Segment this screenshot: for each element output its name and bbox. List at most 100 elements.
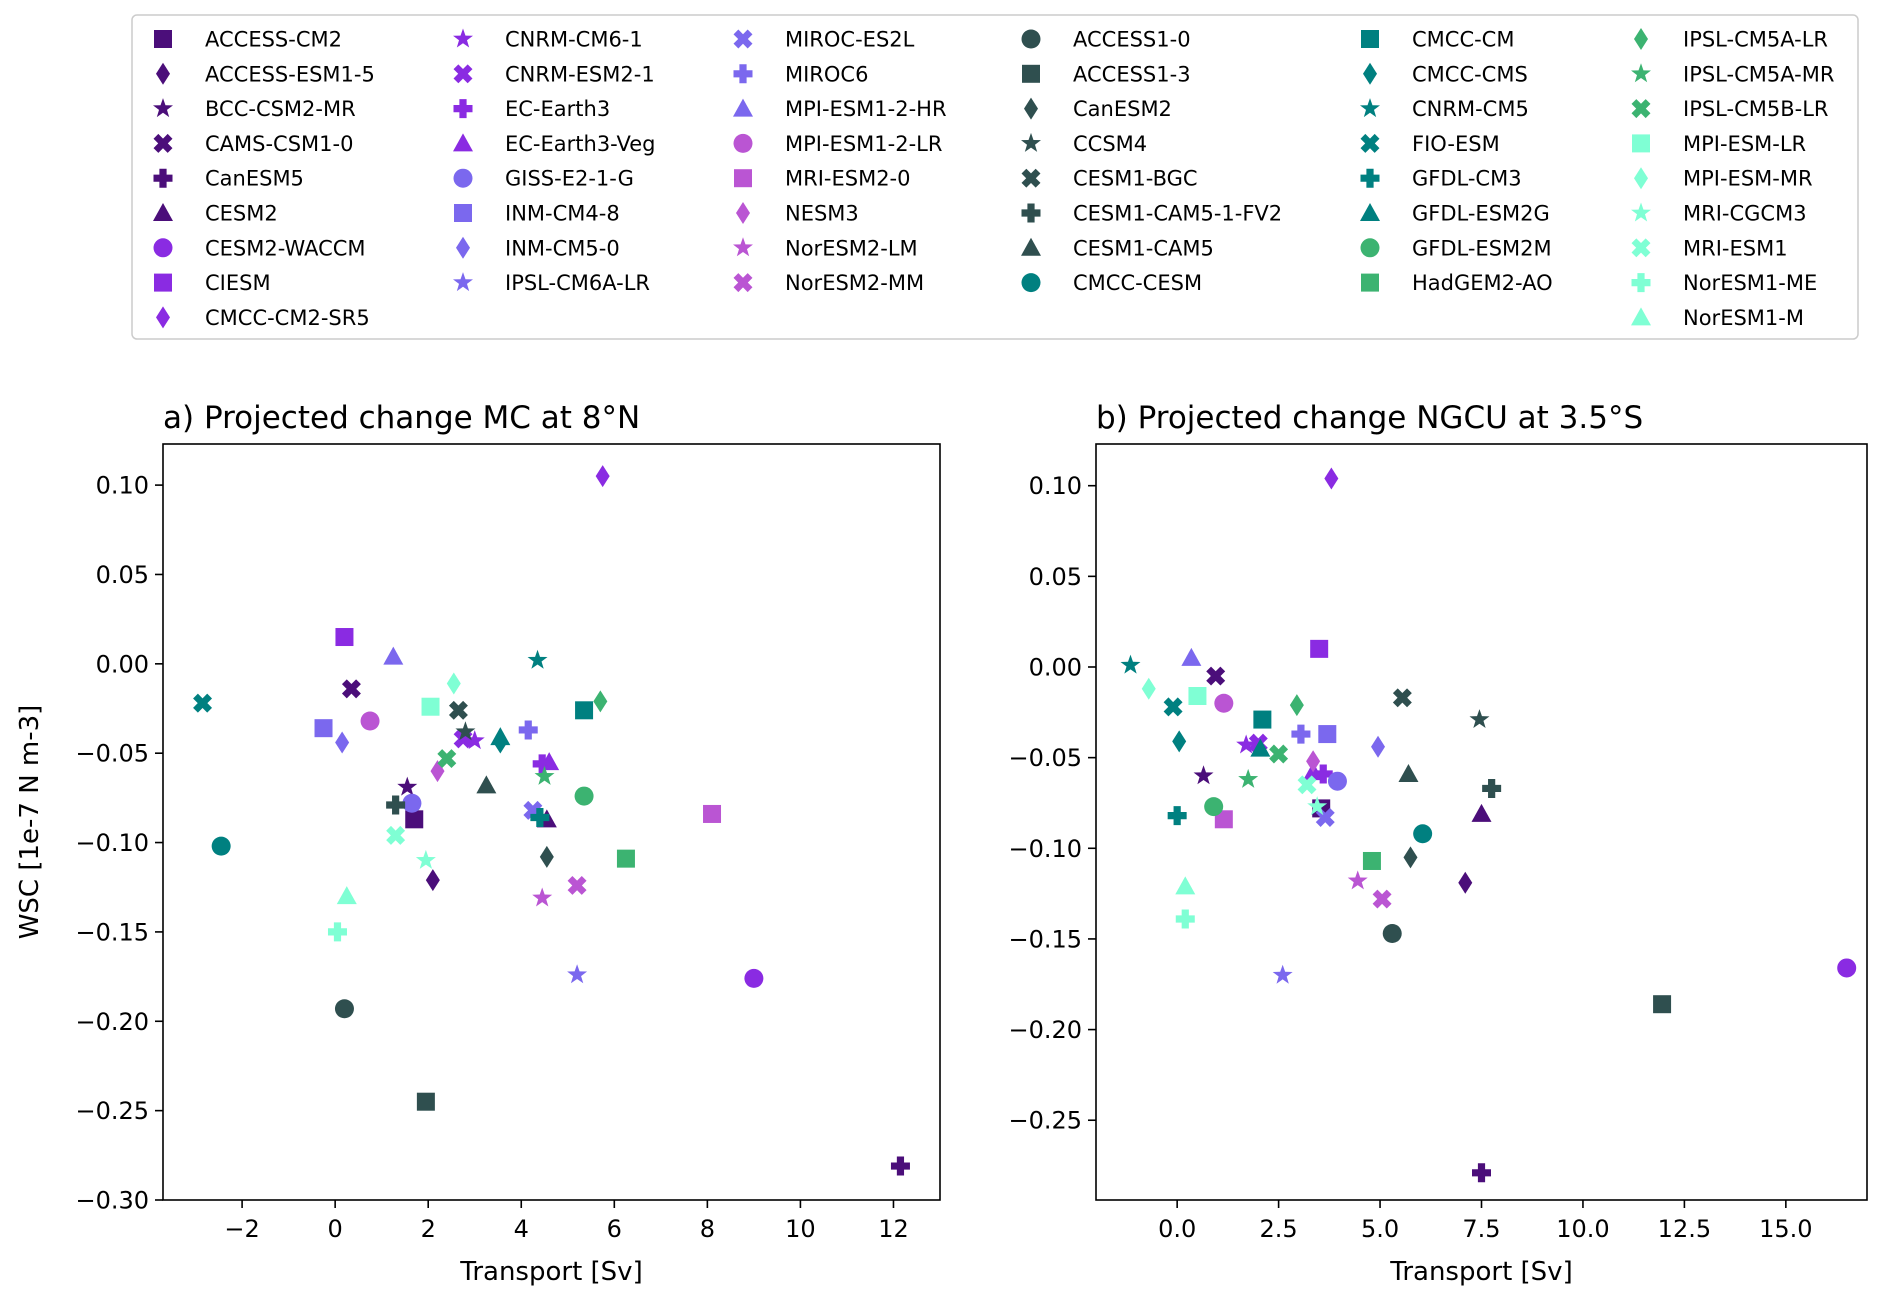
data-point-canesm2 [1403, 846, 1418, 869]
data-point-giss-e2-1-g [402, 793, 422, 813]
legend-label: IPSL-CM5A-LR [1683, 28, 1828, 52]
data-point-cesm1-cam5 [1398, 763, 1419, 782]
legend-entry-miroc-es2l: MIROC-ES2L [733, 28, 915, 52]
legend-label: MRI-ESM1 [1683, 236, 1788, 260]
legend-label: CMCC-CMS [1412, 62, 1528, 86]
data-point-ciesm [1310, 639, 1329, 658]
legend-entry-cmcc-cm2-sr5: CMCC-CM2-SR5 [156, 306, 370, 330]
data-point-ccsm4 [1469, 709, 1490, 729]
legend-label: CESM2-WACCM [205, 236, 366, 260]
y-tick-label: −0.20 [1008, 1016, 1082, 1044]
legend-entry-access-esm1-5: ACCESS-ESM1-5 [156, 62, 375, 86]
legend-marker-ec-earth3-veg [453, 133, 473, 152]
legend-label: ACCESS-ESM1-5 [205, 62, 375, 86]
x-tick-label: 0.0 [1158, 1215, 1196, 1243]
x-tick-label: 2.5 [1260, 1215, 1298, 1243]
legend-entry-ipsl-cm5a-mr: IPSL-CM5A-MR [1631, 62, 1834, 86]
data-point-mri-cgcm3 [415, 849, 436, 869]
legend-marker-canesm2 [1024, 97, 1038, 120]
legend-entry-access1-3: ACCESS1-3 [1022, 62, 1191, 86]
data-point-inm-cm5-0 [1371, 735, 1386, 758]
data-point-mri-esm2-0 [703, 804, 722, 823]
legend-entry-inm-cm4-8: INM-CM4-8 [454, 202, 620, 226]
legend-label: CAMS-CSM1-0 [205, 132, 353, 156]
legend-label: NorESM1-ME [1683, 271, 1817, 295]
data-point-ipsl-cm5a-mr [534, 765, 555, 785]
legend-entry-mri-esm2-0: MRI-ESM2-0 [734, 167, 911, 191]
legend-entry-ec-earth3: EC-Earth3 [453, 97, 610, 121]
legend-label: CNRM-CM6-1 [505, 28, 643, 52]
legend-entry-noresm2-mm: NorESM2-MM [733, 271, 924, 295]
data-point-cnrm-cm6-1 [464, 730, 485, 750]
x-axis-label: Transport [Sv] [459, 1257, 642, 1287]
legend-marker-access-esm1-5 [156, 62, 170, 85]
legend-entry-cnrm-esm2-1: CNRM-ESM2-1 [453, 62, 655, 86]
legend-marker-mpi-esm-mr [1634, 167, 1648, 190]
data-point-cesm1-cam5-1-fv2 [1482, 778, 1502, 798]
legend-marker-gfdl-esm2m [1360, 238, 1380, 258]
data-point-noresm2-lm [532, 887, 553, 907]
legend-marker-bcc-csm2-mr [153, 98, 173, 118]
legend-label: CanESM5 [205, 167, 304, 191]
legend-entry-cesm1-cam5: CESM1-CAM5 [1021, 236, 1214, 260]
legend-marker-noresm2-lm [733, 237, 753, 257]
legend-marker-mpi-esm-lr [1632, 134, 1650, 153]
data-point-nesm3 [1306, 750, 1321, 773]
legend-entry-bcc-csm2-mr: BCC-CSM2-MR [153, 97, 356, 121]
legend-label: MIROC6 [785, 62, 868, 86]
legend-label: CNRM-ESM2-1 [505, 62, 655, 86]
legend-entry-mri-esm1: MRI-ESM1 [1631, 236, 1788, 260]
data-point-gfdl-cm3 [1167, 806, 1187, 826]
data-point-noresm2-lm [1347, 870, 1368, 890]
legend-label: FIO-ESM [1412, 132, 1500, 156]
data-point-access-esm1-5 [425, 869, 440, 892]
legend-entry-ipsl-cm6a-lr: IPSL-CM6A-LR [453, 271, 650, 295]
legend-entry-ccsm4: CCSM4 [1021, 132, 1147, 156]
legend-entry-noresm1-m: NorESM1-M [1631, 306, 1804, 330]
y-tick-label: −0.10 [75, 829, 149, 857]
x-tick-label: 12.5 [1658, 1215, 1711, 1243]
legend-marker-noresm1-m [1631, 307, 1651, 326]
legend-entry-noresm2-lm: NorESM2-LM [733, 236, 918, 260]
legend-label: GFDL-CM3 [1412, 167, 1522, 191]
legend-label: CMCC-CESM [1073, 271, 1202, 295]
legend-marker-ec-earth3 [453, 99, 473, 119]
legend-label: GFDL-ESM2G [1412, 202, 1550, 226]
y-tick-label: −0.25 [75, 1097, 149, 1125]
legend-label: IPSL-CM5A-MR [1683, 62, 1834, 86]
data-point-cesm2-waccm [1837, 958, 1857, 978]
legend-entry-cesm1-cam5-1-fv2: CESM1-CAM5-1-FV2 [1021, 202, 1282, 226]
legend-marker-miroc-es2l [733, 29, 753, 49]
data-point-canesm2 [539, 845, 554, 868]
legend-marker-mpi-esm1-2-lr [733, 133, 753, 153]
legend-label: ACCESS1-3 [1073, 62, 1191, 86]
legend-label: NorESM1-M [1683, 306, 1804, 330]
data-point-canesm5 [890, 1156, 910, 1176]
legend-marker-nesm3 [736, 202, 750, 224]
y-tick-label: −0.20 [75, 1008, 149, 1036]
x-tick-label: −2 [224, 1215, 259, 1243]
data-point-cesm1-bgc [1392, 688, 1412, 708]
data-point-cams-csm1-0 [341, 679, 361, 699]
data-point-giss-e2-1-g [1327, 771, 1347, 791]
y-tick-label: 0.00 [96, 650, 149, 678]
legend-label: INM-CM5-0 [505, 236, 620, 260]
legend-label: MPI-ESM1-2-LR [785, 132, 942, 156]
legend-marker-cnrm-cm5 [1360, 98, 1380, 118]
data-point-inm-cm4-8 [1318, 725, 1337, 744]
panel-a: a) Projected change MC at 8°N −2 0 2 4 6 8 10 12… [15, 400, 941, 1287]
legend-label: CCSM4 [1073, 132, 1147, 156]
legend-entry-noresm1-me: NorESM1-ME [1631, 271, 1817, 295]
legend-entry-mpi-esm1-2-lr: MPI-ESM1-2-LR [733, 132, 942, 156]
legend-marker-noresm1-me [1631, 273, 1651, 293]
legend-entry-cnrm-cm5: CNRM-CM5 [1360, 97, 1529, 121]
data-point-ec-earth3 [532, 754, 552, 774]
data-point-ccsm4 [455, 721, 476, 741]
data-point-noresm1-m [1175, 876, 1196, 895]
x-tick-label: 6 [607, 1215, 622, 1243]
y-tick-label: −0.30 [75, 1187, 149, 1215]
legend-marker-cesm2-waccm [153, 238, 173, 258]
data-point-cmcc-cesm [211, 836, 231, 856]
data-point-mpi-esm1-2-lr [360, 711, 380, 731]
legend: ACCESS-CM2 ACCESS-ESM1-5 BCC-CSM2-MR CAMS-C… [131, 14, 1859, 340]
